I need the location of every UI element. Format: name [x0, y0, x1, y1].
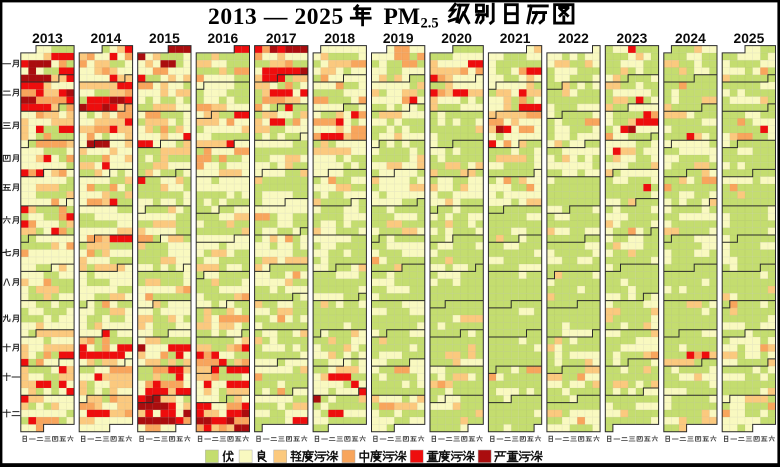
svg-text:2023: 2023 [617, 31, 648, 46]
svg-text:2018: 2018 [324, 31, 355, 46]
svg-text:2.5: 2.5 [421, 16, 439, 32]
svg-text:2014: 2014 [91, 31, 122, 46]
svg-text:PM: PM [384, 4, 421, 30]
svg-text:2025: 2025 [734, 31, 765, 46]
svg-text:2019: 2019 [383, 31, 414, 46]
svg-text:2013 — 2025: 2013 — 2025 [208, 4, 344, 30]
svg-text:2017: 2017 [266, 31, 297, 46]
svg-text:2022: 2022 [558, 31, 589, 46]
svg-text:2020: 2020 [441, 31, 472, 46]
svg-text:2013: 2013 [32, 31, 63, 46]
svg-text:2021: 2021 [500, 31, 531, 46]
svg-text:2024: 2024 [675, 31, 706, 46]
svg-text:2015: 2015 [149, 31, 180, 46]
svg-text:2016: 2016 [207, 31, 238, 46]
